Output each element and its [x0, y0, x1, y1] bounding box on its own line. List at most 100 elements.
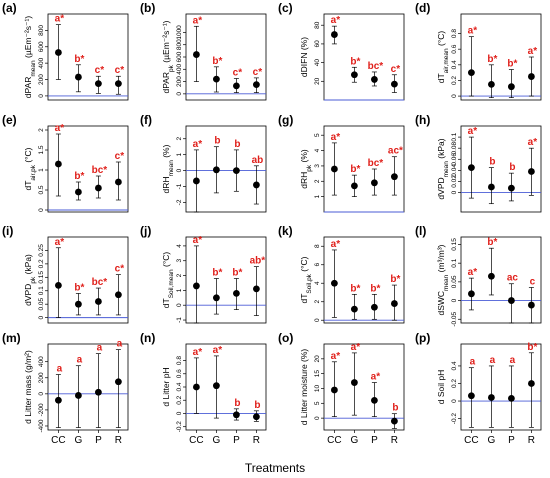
- significance-letter: b*: [487, 54, 497, 65]
- y-axis-label: d Soil pH: [436, 370, 446, 405]
- plot-frame: [460, 343, 542, 431]
- significance-letter: a*: [193, 347, 203, 358]
- y-tick-label: 2: [176, 273, 183, 277]
- data-point: [468, 290, 475, 298]
- data-point: [528, 380, 535, 387]
- y-tick-label: 0: [176, 92, 183, 96]
- panel-label: (g): [278, 113, 293, 127]
- x-tick-label: P: [371, 435, 378, 446]
- data-point: [75, 73, 82, 81]
- y-tick-label: 200: [176, 76, 183, 87]
- data-point: [371, 179, 378, 187]
- panel-k: (k) 0 2 4 6 8 dTSoil,pk (°C) a* b* b* b*: [278, 224, 405, 324]
- y-axis-label: dRHpk (%): [299, 149, 313, 189]
- y-tick-label: 4: [314, 281, 321, 285]
- plot-frame: [185, 236, 267, 324]
- y-axis-label: dSWCmean (m³/m³): [436, 244, 450, 315]
- data-point: [488, 183, 495, 191]
- y-tick-label: 1: [38, 168, 45, 172]
- data-point: [351, 379, 358, 386]
- significance-letter: c*: [95, 65, 105, 76]
- data-point: [253, 181, 260, 189]
- y-tick-label: 0.2: [38, 259, 45, 268]
- y-tick-label: 20: [314, 355, 321, 363]
- y-tick-label: 40: [314, 59, 321, 67]
- y-axis-label: d Litter moisture (%): [299, 349, 309, 426]
- significance-letter: b*: [390, 274, 400, 285]
- panel-label: (k): [278, 224, 293, 238]
- data-point: [528, 168, 535, 175]
- significance-letter: a*: [213, 345, 223, 356]
- x-tick-label: P: [95, 435, 102, 446]
- y-tick-label: 600: [38, 41, 45, 52]
- significance-letter: a: [77, 355, 83, 366]
- data-point: [331, 279, 338, 287]
- significance-letter: bc*: [92, 277, 108, 288]
- panel-c: (c) 20 40 60 80 dDIFN (%) a* b* bc* c*: [278, 1, 405, 101]
- significance-letter: a*: [468, 267, 478, 278]
- significance-letter: a*: [468, 26, 478, 37]
- data-point: [253, 285, 260, 293]
- y-axis-label: dVPDmean (kPa): [436, 138, 450, 199]
- significance-letter: a*: [55, 14, 65, 25]
- significance-letter: a: [490, 355, 496, 366]
- plot-frame: [460, 236, 542, 324]
- plot-frame: [323, 13, 405, 101]
- y-tick-label: 0.05: [451, 275, 458, 288]
- significance-letter: bc*: [92, 165, 108, 176]
- y-tick-label: 4: [314, 148, 321, 152]
- panel-label: (a): [2, 1, 17, 15]
- data-point: [468, 392, 475, 400]
- y-tick-label: 200: [38, 74, 45, 85]
- y-tick-label: 0: [38, 392, 45, 396]
- significance-letter: c*: [391, 64, 401, 75]
- y-axis-label: dVPDpk (kPa): [23, 254, 37, 306]
- data-point: [55, 49, 62, 56]
- significance-letter: b*: [232, 268, 242, 279]
- panel-label: (j): [140, 224, 151, 238]
- panel-label: (f): [140, 113, 152, 127]
- x-tick-label: G: [488, 435, 496, 446]
- data-point: [253, 81, 260, 89]
- y-tick-label: 0.2: [451, 76, 458, 85]
- x-tick-label: P: [233, 435, 240, 446]
- y-tick-label: 0.05: [38, 297, 45, 310]
- plot-frame: [47, 343, 129, 431]
- x-tick-label: R: [391, 435, 398, 446]
- y-tick-label: 400: [176, 63, 183, 74]
- y-tick-label: 5: [314, 401, 321, 405]
- y-tick-label: 0.06: [451, 153, 458, 166]
- data-point: [371, 396, 378, 404]
- significance-letter: a: [510, 355, 516, 366]
- y-tick-label: 0.1: [38, 286, 45, 295]
- y-tick-label: 0: [38, 315, 45, 319]
- significance-letter: b*: [212, 56, 222, 67]
- significance-letter: bc*: [368, 61, 384, 72]
- plot-frame: [460, 13, 542, 101]
- y-tick-label: 0.04: [451, 164, 458, 177]
- data-point: [331, 165, 338, 173]
- y-tick-label: 0: [451, 298, 458, 302]
- data-point: [351, 305, 358, 313]
- data-point: [528, 73, 535, 80]
- y-axis-label: dPARpk (µEm⁻²s⁻¹): [161, 20, 175, 93]
- data-point: [233, 289, 240, 297]
- y-tick-label: 5: [314, 133, 321, 137]
- panel-label: (d): [415, 1, 430, 15]
- y-tick-label: 8: [314, 244, 321, 248]
- data-point: [331, 31, 338, 38]
- panel-label: (c): [278, 1, 293, 15]
- panel-n: (n) -0.2 0 0.2 0.4 0.6 0.8 d Litter pH a* CC a* Gb P…: [140, 331, 267, 446]
- data-point: [213, 294, 220, 302]
- significance-letter: c*: [115, 65, 125, 76]
- significance-letter: bc*: [368, 158, 384, 169]
- y-tick-label: 0: [451, 94, 458, 98]
- significance-letter: a*: [371, 372, 381, 383]
- data-point: [193, 177, 200, 185]
- y-axis-label: dTSoil,pk (°C): [299, 256, 313, 303]
- panel-label: (h): [415, 113, 430, 127]
